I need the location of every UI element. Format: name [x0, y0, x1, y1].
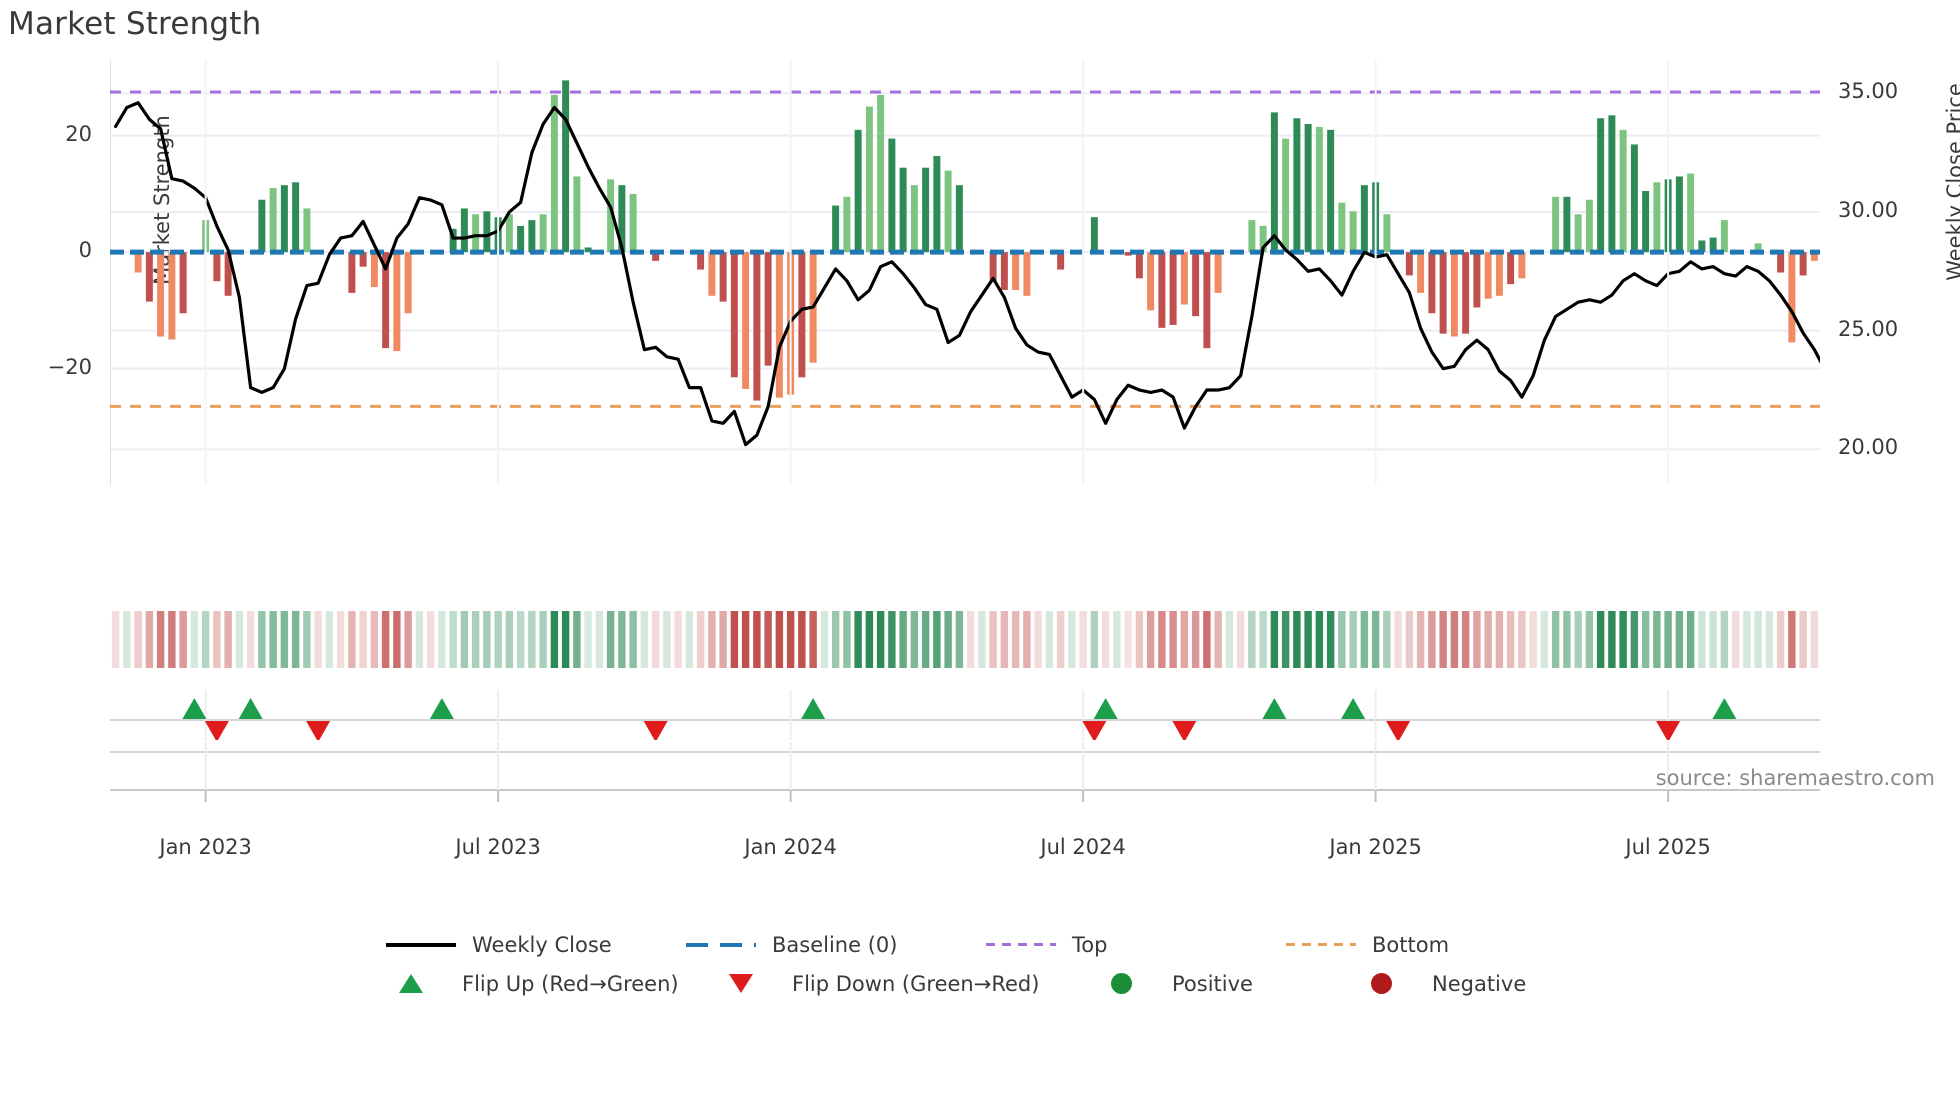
legend-label: Baseline (0) — [772, 932, 898, 957]
legend-label: Top — [1072, 932, 1108, 957]
legend-label: Flip Down (Green→Red) — [792, 971, 1040, 996]
x-axis-tick-2: Jan 2024 — [744, 835, 837, 859]
dashed-line-icon — [686, 942, 756, 947]
circle-marker-icon — [1370, 973, 1392, 994]
legend-flip-up[interactable]: Flip Up (Red→Green) — [370, 972, 700, 996]
flip-down-marker — [306, 721, 331, 742]
flip-markers-row — [110, 690, 1820, 742]
legend-flip-down[interactable]: Flip Down (Green→Red) — [700, 972, 1080, 996]
x-axis-tick-1: Jul 2023 — [455, 835, 541, 859]
legend-row-2: Flip Up (Red→Green) Flip Down (Green→Red)… — [0, 964, 1960, 1003]
page-title: Market Strength — [8, 6, 262, 42]
legend-row-1: Weekly Close Baseline (0) Top Bottom — [0, 925, 1960, 964]
y-tick-right-2: 25.00 — [1838, 316, 1899, 341]
legend-negative[interactable]: Negative — [1340, 972, 1590, 996]
y-tick-left-2: −20 — [47, 354, 92, 379]
legend-label: Weekly Close — [472, 932, 612, 957]
flip-down-marker — [204, 721, 229, 742]
x-axis-tick-4: Jan 2025 — [1329, 835, 1422, 859]
flip-up-marker — [1712, 698, 1737, 719]
solid-line-icon — [386, 942, 456, 947]
x-axis-tick-3: Jul 2024 — [1040, 835, 1126, 859]
legend-positive[interactable]: Positive — [1080, 972, 1340, 996]
x-axis-tick-5: Jul 2025 — [1625, 835, 1711, 859]
strength-heatmap-strip — [110, 607, 1875, 672]
source-annotation: source: sharemaestro.com — [1655, 766, 1935, 790]
flip-up-marker — [1262, 698, 1287, 719]
x-axis-zone — [110, 742, 1820, 857]
flip-up-marker — [182, 698, 207, 719]
legend-baseline[interactable]: Baseline (0) — [680, 933, 980, 957]
legend-weekly-close[interactable]: Weekly Close — [380, 933, 680, 957]
triangle-down-icon — [729, 974, 753, 993]
y-tick-right-0: 35.00 — [1838, 79, 1899, 104]
y-tick-left-0: 20 — [65, 121, 92, 146]
dotted-line-icon — [986, 943, 1056, 946]
legend-label: Positive — [1172, 971, 1253, 996]
flip-down-marker — [643, 721, 668, 742]
main-plot-area — [110, 60, 1820, 485]
legend-label: Negative — [1432, 971, 1527, 996]
flip-up-marker — [1093, 698, 1118, 719]
flip-down-marker — [1656, 721, 1681, 742]
y-tick-left-1: 0 — [78, 238, 92, 263]
y-tick-right-3: 20.00 — [1838, 435, 1899, 460]
flip-down-marker — [1172, 721, 1197, 742]
chart-legend: Weekly Close Baseline (0) Top Bottom Flip U… — [0, 925, 1960, 1003]
circle-marker-icon — [1110, 973, 1132, 994]
legend-bottom[interactable]: Bottom — [1280, 933, 1580, 957]
flip-up-marker — [1341, 698, 1366, 719]
y-axis-label-right: Weekly Close Price — [1943, 83, 1960, 281]
flip-up-marker — [238, 698, 263, 719]
legend-top[interactable]: Top — [980, 933, 1280, 957]
dotted-line-icon — [1286, 943, 1356, 946]
x-axis-tick-0: Jan 2023 — [159, 835, 252, 859]
flip-down-marker — [1386, 721, 1411, 742]
legend-label: Bottom — [1372, 932, 1450, 957]
flip-down-marker — [1082, 721, 1107, 742]
y-tick-right-1: 30.00 — [1838, 197, 1899, 222]
flip-up-marker — [429, 698, 454, 719]
flip-up-marker — [801, 698, 826, 719]
legend-label: Flip Up (Red→Green) — [462, 971, 679, 996]
triangle-up-icon — [399, 974, 423, 993]
